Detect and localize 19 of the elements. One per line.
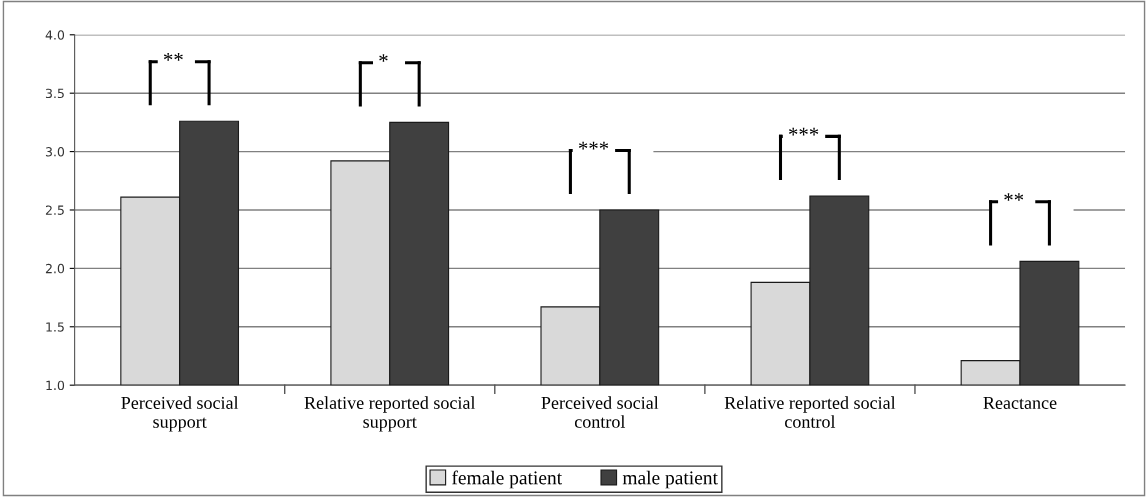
y-tick-label: 2.5 bbox=[45, 205, 64, 215]
annotation: ** bbox=[163, 53, 183, 61]
y-tick-label: 1.5 bbox=[46, 322, 64, 332]
x-tick-label: Relative reported social control bbox=[724, 396, 896, 428]
annotation: ** bbox=[1004, 193, 1024, 201]
y-tick-label: 1.0 bbox=[46, 380, 65, 391]
y-tick-label: 2.0 bbox=[45, 263, 65, 274]
x-tick-label: Perceived social support bbox=[121, 396, 239, 432]
x-tick-label: Perceived social control bbox=[541, 396, 659, 428]
x-tick-label: Relative reported social support bbox=[304, 396, 476, 432]
legend-label: male patient bbox=[622, 470, 718, 489]
x-tick-label: Reactance bbox=[983, 396, 1057, 409]
legend-label: female patient bbox=[452, 470, 562, 489]
annotation: *** bbox=[789, 127, 819, 136]
annotation: * bbox=[379, 54, 388, 62]
annotation: *** bbox=[578, 141, 609, 150]
y-tick-label: 4.0 bbox=[45, 30, 65, 40]
y-tick-label: 3.0 bbox=[45, 147, 65, 157]
y-tick-label: 3.5 bbox=[45, 88, 64, 99]
